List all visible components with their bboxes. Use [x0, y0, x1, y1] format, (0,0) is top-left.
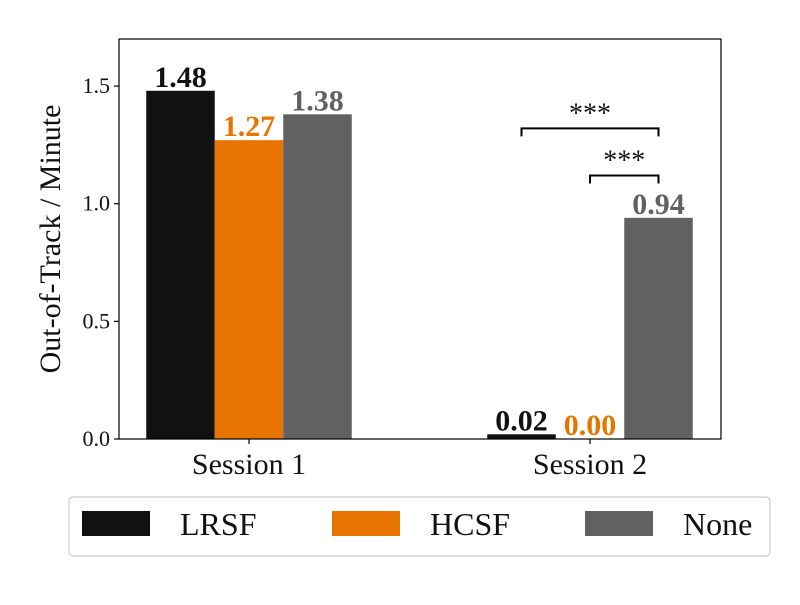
y-tick-label: 1.5 — [83, 73, 111, 98]
bar-none-2 — [624, 218, 693, 439]
significance-label: *** — [603, 145, 645, 176]
y-tick-label: 1.0 — [83, 191, 111, 216]
bar-none-1 — [283, 114, 352, 439]
x-axis: Session 1 Session 2 — [192, 439, 647, 481]
x-tick-label: Session 2 — [533, 448, 647, 481]
significance-bracket — [590, 175, 659, 183]
legend-label-none: None — [683, 506, 752, 542]
y-axis: 0.0 0.5 1.0 1.5 — [83, 73, 120, 451]
data-label-lrsf-2: 0.02 — [495, 404, 548, 437]
significance-label: *** — [569, 98, 611, 129]
significance-bracket — [522, 128, 659, 136]
legend-label-lrsf: LRSF — [180, 506, 256, 542]
data-label-none-1: 1.38 — [291, 84, 344, 117]
bar-lrsf-1 — [146, 91, 215, 439]
data-label-hcsf-1: 1.27 — [223, 110, 276, 143]
legend-label-hcsf: HCSF — [430, 506, 510, 542]
y-tick-label: 0.0 — [83, 426, 111, 451]
legend-swatch-lrsf — [82, 511, 150, 536]
y-tick-label: 0.5 — [83, 308, 111, 333]
legend-swatch-hcsf — [332, 511, 400, 536]
data-label-none-2: 0.94 — [632, 188, 685, 221]
legend-swatch-none — [585, 511, 653, 536]
significance-annotations: *** *** — [522, 98, 659, 183]
data-label-lrsf-1: 1.48 — [154, 61, 207, 94]
data-label-hcsf-2: 0.00 — [564, 409, 617, 442]
x-tick-label: Session 1 — [192, 448, 306, 481]
y-axis-title: Out-of-Track / Minute — [34, 105, 67, 374]
legend-frame — [69, 497, 770, 556]
bar-hcsf-1 — [215, 140, 284, 439]
legend: LRSF HCSF None — [69, 497, 770, 556]
